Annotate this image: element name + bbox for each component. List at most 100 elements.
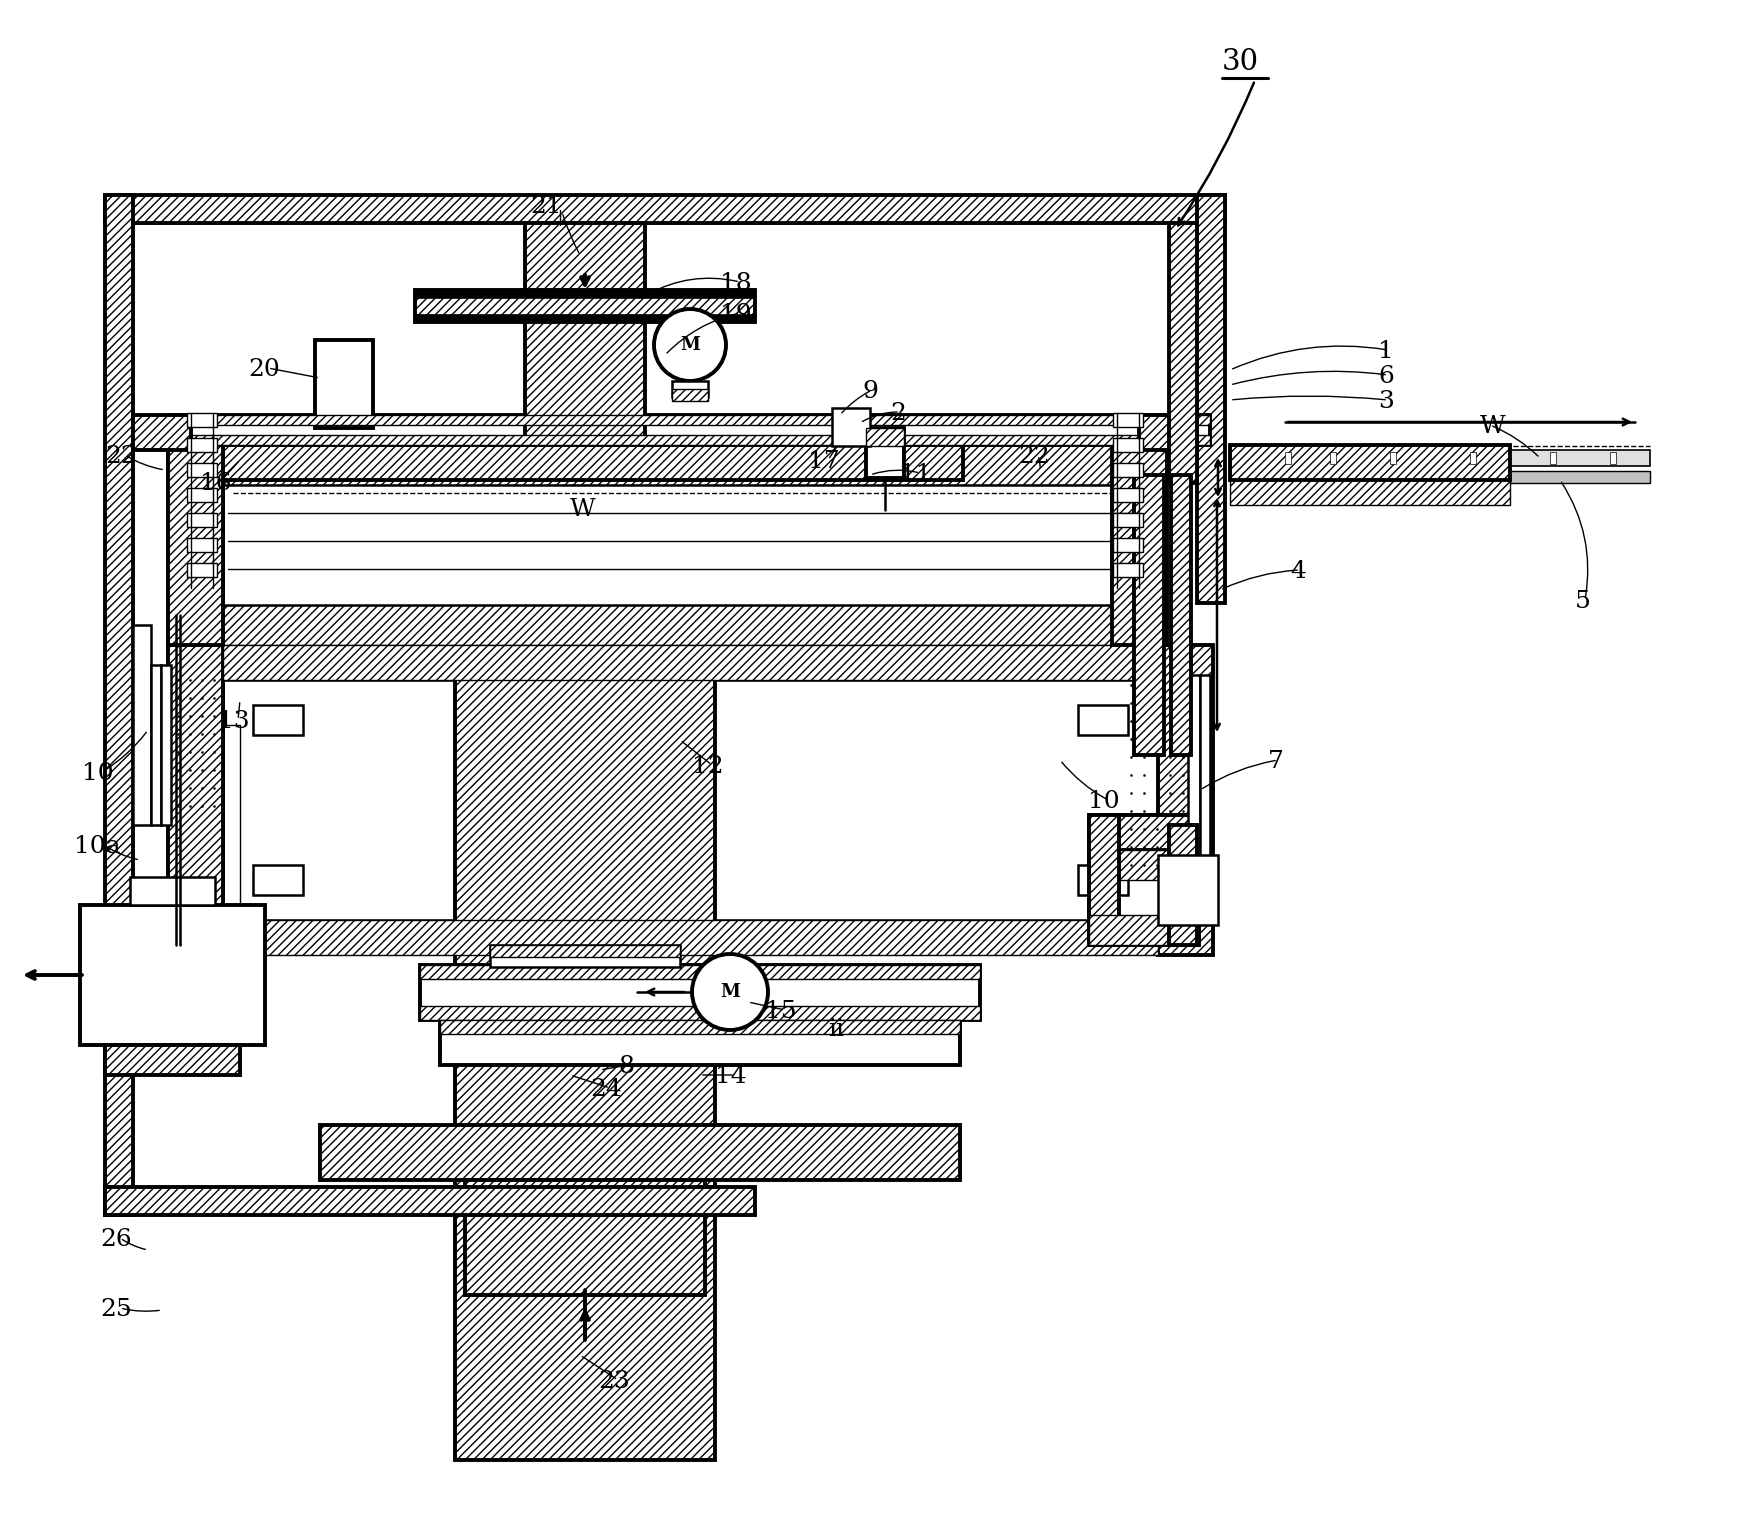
Bar [80,906,265,1045]
Bar [171,415,1210,445]
Bar [223,604,1158,646]
Bar [1090,851,1200,880]
Bar [1133,474,1165,754]
Bar [1112,563,1144,577]
Bar [1610,451,1616,464]
Bar [1330,451,1335,464]
Bar [167,474,963,505]
Text: 3: 3 [1377,390,1395,413]
Text: 2: 2 [890,402,905,425]
Text: 10a: 10a [75,835,120,858]
Bar [672,381,709,396]
Text: M: M [681,337,700,353]
Bar [223,679,1158,920]
Bar [1549,451,1556,464]
Bar [252,705,303,734]
Text: 23: 23 [597,1369,630,1392]
Bar [440,1021,959,1065]
Bar [160,666,171,825]
Bar [832,409,870,447]
Bar [1112,413,1144,427]
Bar [672,389,709,401]
Bar [1112,438,1144,451]
Bar [167,646,223,955]
Text: 14: 14 [716,1065,747,1088]
Text: 13: 13 [218,710,249,733]
Bar [1158,855,1219,926]
Bar [1269,471,1650,483]
Text: 7: 7 [1267,750,1283,773]
Bar [1229,474,1509,505]
Bar [865,428,904,477]
Bar [1090,815,1119,946]
Bar [454,490,716,1460]
Bar [131,877,214,906]
Text: 16: 16 [200,471,232,496]
Text: 4: 4 [1290,560,1306,583]
Bar [320,1125,959,1180]
Text: 15: 15 [764,1001,797,1024]
Bar [489,946,681,967]
Text: M: M [721,982,740,1001]
Bar [1090,815,1200,851]
Text: 25: 25 [99,1297,132,1320]
Bar [1229,445,1509,480]
Bar [171,435,1210,445]
Bar [414,291,756,298]
Bar [223,920,1158,955]
Bar [167,445,223,646]
Bar [186,488,218,502]
Text: 21: 21 [529,194,562,217]
Text: 8: 8 [618,1056,634,1079]
Text: 20: 20 [247,358,280,381]
Bar [865,428,904,447]
Bar [1158,646,1213,955]
Bar [1090,815,1200,946]
Circle shape [655,309,726,381]
Bar [167,445,963,480]
Text: 12: 12 [691,754,724,777]
Bar [1389,451,1396,464]
Text: 22: 22 [1018,445,1050,468]
Bar [132,624,151,825]
Bar [1078,705,1128,734]
Text: 26: 26 [99,1229,132,1252]
Text: 18: 18 [721,272,752,295]
Bar [1112,539,1144,552]
Bar [1269,450,1650,467]
Text: 17: 17 [808,450,839,473]
Bar [186,413,218,427]
Text: 11: 11 [900,464,931,487]
Bar [1078,864,1128,895]
Bar [132,415,192,450]
Text: ii: ii [829,1017,844,1040]
Bar [104,194,132,1215]
Bar [440,1021,959,1034]
Bar [465,1180,705,1294]
Bar [489,946,681,956]
Bar [1198,194,1226,603]
Bar [1168,825,1198,946]
Bar [151,666,160,825]
Text: 22: 22 [104,445,138,468]
Text: 30: 30 [1222,47,1259,76]
Bar [1112,513,1144,526]
Text: 5: 5 [1576,591,1591,614]
Bar [1187,675,1200,915]
Text: 10: 10 [1088,789,1119,812]
Bar [104,194,1226,223]
Bar [420,1007,980,1021]
Bar [186,513,218,526]
Text: 10: 10 [82,762,113,785]
Bar [1112,464,1144,477]
Text: 19: 19 [721,303,752,326]
Bar [171,415,1210,425]
Bar [186,438,218,451]
Text: W: W [569,497,595,522]
Bar [526,223,644,444]
Bar [1285,451,1292,464]
Bar [223,445,1158,485]
Bar [186,563,218,577]
Bar [252,864,303,895]
Bar [1112,488,1144,502]
